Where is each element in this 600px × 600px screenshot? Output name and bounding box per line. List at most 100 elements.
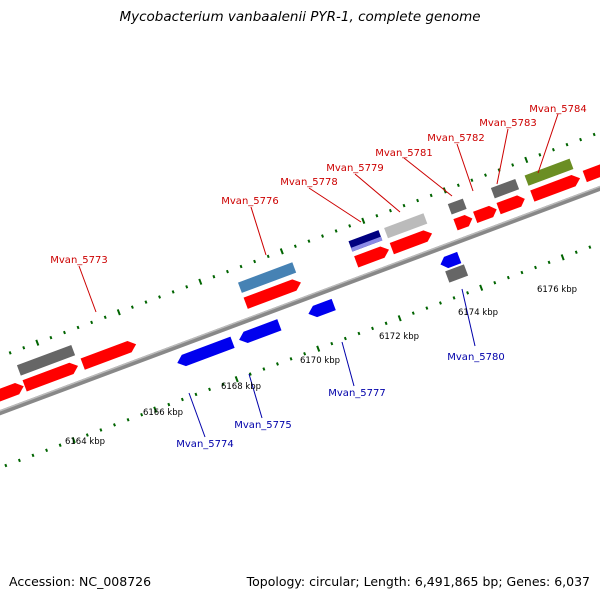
minor-tick [470, 178, 474, 182]
minor-tick [90, 320, 94, 325]
minor-tick [493, 280, 497, 285]
gene-label-mvan-5777[interactable]: Mvan_5777 [328, 388, 385, 399]
gene-label-mvan-5784[interactable]: Mvan_5784 [529, 104, 586, 115]
minor-tick [330, 341, 334, 346]
major-tick [234, 376, 239, 383]
gene-block-olive[interactable] [524, 158, 574, 186]
minor-tick [343, 336, 347, 341]
gene-arrow-forward[interactable] [496, 193, 526, 215]
minor-tick [588, 245, 592, 249]
gene-block-gray[interactable] [490, 178, 520, 199]
gene-arrow-forward[interactable] [473, 204, 499, 224]
gene-label-mvan-5783[interactable]: Mvan_5783 [479, 118, 536, 129]
gene-block-light[interactable] [384, 213, 428, 239]
minor-tick [194, 392, 198, 397]
gene-arrow-forward[interactable] [0, 381, 26, 410]
minor-tick [130, 305, 134, 309]
gene-arrow-reverse[interactable] [175, 336, 235, 369]
genome-backbone-highlight [0, 123, 600, 475]
minor-tick [22, 346, 26, 350]
minor-tick [212, 274, 216, 279]
gene-arrow-reverse[interactable] [237, 319, 282, 345]
gene-arrow-reverse[interactable] [306, 298, 336, 320]
gene-label-mvan-5774[interactable]: Mvan_5774 [176, 439, 233, 450]
gene-block-gray[interactable] [447, 198, 467, 215]
gene-label-mvan-5782[interactable]: Mvan_5782 [427, 133, 484, 144]
minor-tick [45, 448, 49, 453]
gene-arrow-forward[interactable] [243, 277, 303, 309]
gene-label-mvan-5773[interactable]: Mvan_5773 [50, 255, 107, 266]
accession-text: Accession: NC_008726 [9, 574, 152, 589]
minor-tick [85, 433, 89, 437]
major-tick [397, 315, 402, 322]
gene-arrow-forward[interactable] [453, 213, 474, 231]
minor-tick [171, 290, 175, 294]
minor-tick [221, 382, 225, 387]
minor-tick [63, 330, 66, 335]
minor-tick [303, 352, 307, 356]
minor-tick [506, 275, 510, 280]
minor-tick [357, 331, 361, 336]
minor-tick [429, 193, 433, 198]
gene-label-mvan-5778[interactable]: Mvan_5778 [280, 177, 337, 188]
label-connector [188, 392, 206, 438]
label-connector [456, 143, 474, 192]
major-tick [153, 406, 158, 413]
gene-label-mvan-5779[interactable]: Mvan_5779 [326, 163, 383, 174]
minor-tick [31, 453, 35, 458]
gene-arrow-forward[interactable] [22, 360, 81, 392]
gene-label-mvan-5780[interactable]: Mvan_5780 [447, 352, 504, 363]
minor-tick [511, 163, 515, 167]
gene-arrow-forward[interactable] [530, 173, 582, 202]
outer-tick-row [8, 132, 596, 355]
major-tick [71, 436, 76, 444]
minor-tick [466, 291, 470, 295]
gene-block-gray[interactable] [16, 344, 76, 376]
minor-tick [144, 300, 148, 304]
minor-tick [103, 315, 107, 320]
gene-label-mvan-5781[interactable]: Mvan_5781 [375, 148, 432, 159]
minor-tick [547, 260, 551, 265]
forward-gene-track [0, 154, 600, 410]
gene-label-mvan-5775[interactable]: Mvan_5775 [234, 420, 291, 431]
gene-block-gray[interactable] [445, 264, 469, 283]
ruler-label: 6176 kbp [537, 285, 577, 295]
label-connector [78, 265, 97, 313]
minor-tick [579, 137, 583, 142]
gene-block-steelblue[interactable] [237, 262, 297, 293]
gene-block-lavender[interactable] [350, 236, 383, 252]
gene-arrow-reverse[interactable] [438, 251, 462, 270]
label-connector [403, 157, 453, 197]
genome-summary-text: Topology: circular; Length: 6,491,865 bp… [246, 574, 590, 589]
ruler-label: 6170 kbp [300, 356, 340, 366]
minor-tick [321, 234, 324, 238]
minor-tick [388, 208, 392, 213]
minor-tick [276, 362, 279, 366]
gene-arrow-forward[interactable] [389, 228, 434, 255]
minor-tick [4, 463, 8, 468]
gene-arrow-forward[interactable] [354, 244, 391, 268]
label-connector [354, 173, 401, 213]
minor-tick [58, 443, 62, 447]
minor-tick [438, 301, 442, 305]
gene-arrow-forward[interactable] [582, 154, 600, 183]
minor-tick [126, 418, 130, 422]
major-tick [198, 278, 203, 285]
minor-tick [334, 229, 338, 233]
label-connector [250, 206, 267, 256]
label-connector [248, 373, 263, 419]
minor-tick [375, 213, 379, 218]
label-connector [496, 128, 509, 185]
ruler-label: 6166 kbp [143, 408, 183, 418]
gene-arrow-forward[interactable] [80, 339, 139, 370]
gene-label-mvan-5776[interactable]: Mvan_5776 [221, 196, 278, 207]
label-connector [461, 288, 476, 347]
minor-tick [456, 183, 460, 188]
minor-tick [99, 428, 103, 432]
minor-tick [226, 269, 229, 274]
minor-tick [574, 250, 578, 254]
ruler-label: 6172 kbp [379, 332, 419, 342]
minor-tick [348, 224, 352, 228]
